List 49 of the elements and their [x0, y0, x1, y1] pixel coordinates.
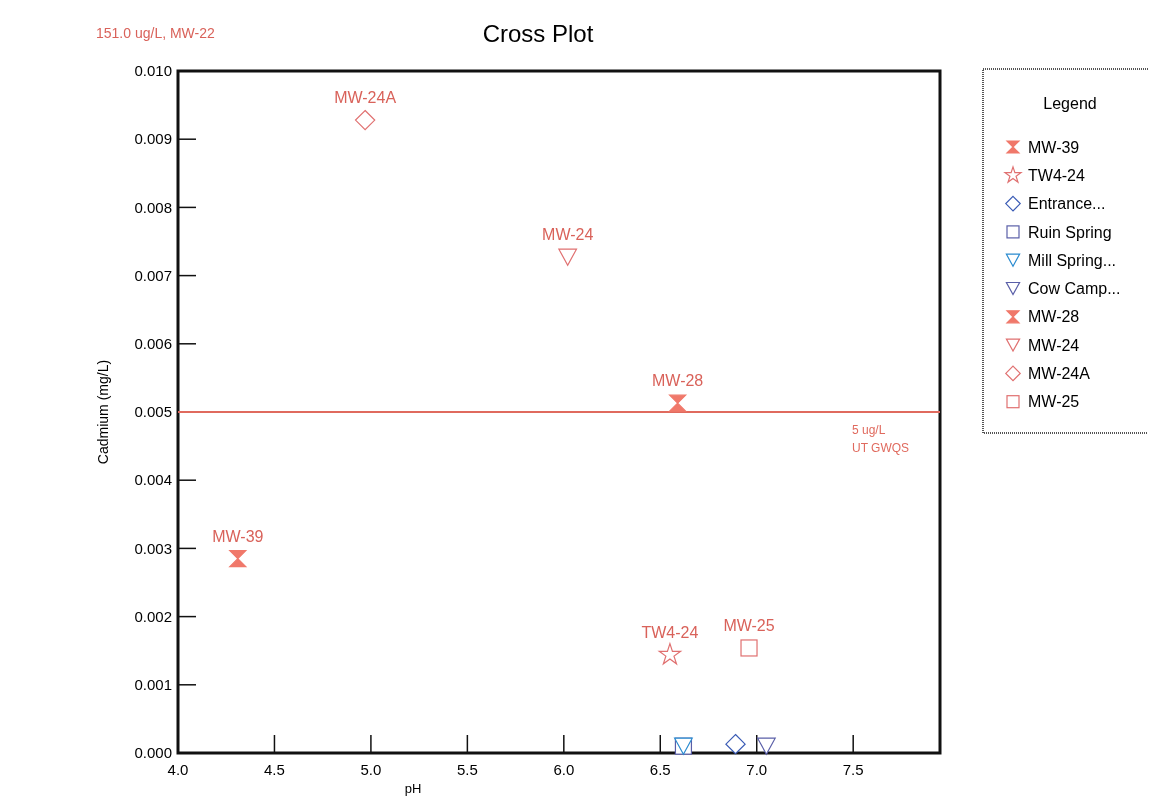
legend-label: TW4-24: [1028, 166, 1085, 184]
annotation: TW4-24: [641, 623, 699, 641]
annotation: MW-24: [542, 226, 594, 244]
y-tick-label: 0.001: [134, 676, 172, 694]
point: [740, 639, 758, 657]
point: [229, 550, 247, 568]
point: [725, 733, 746, 755]
annotation: MW-39: [212, 527, 264, 545]
y-tick-label: 0.006: [134, 335, 172, 353]
chart-title: Cross Plot: [482, 20, 594, 47]
point: [354, 109, 376, 131]
legend-label: Cow Camp...: [1028, 280, 1121, 298]
x-tick-label: 7.0: [746, 761, 768, 778]
y-tick-label: 0.005: [134, 403, 172, 421]
legend-label: MW-28: [1028, 308, 1080, 326]
y-tick-label: 0.010: [134, 62, 172, 80]
legend-title: Legend: [1043, 95, 1097, 112]
legend-label: Mill Spring...: [1028, 251, 1117, 269]
y-tick-label: 0.003: [134, 539, 172, 557]
y-axis-title: Cadmium (mg/L): [95, 359, 111, 465]
point: [669, 394, 687, 412]
y-tick-label: 0.000: [134, 744, 172, 762]
annotation: MW-24A: [334, 89, 397, 107]
y-tick-label: 0.008: [134, 198, 172, 216]
point: [558, 248, 578, 266]
ref-line-label: 5 ug/L UT GWQS: [852, 423, 910, 455]
legend-label: MW-39: [1028, 138, 1080, 156]
x-tick-label: 6.5: [649, 761, 671, 778]
x-tick-label: 5.0: [360, 761, 382, 778]
legend-label: MW-24: [1028, 336, 1080, 354]
x-tick-label: 7.5: [842, 761, 864, 778]
y-tick-label: 0.007: [134, 266, 172, 284]
text: 151.0 ug/L, MW-22: [96, 25, 216, 41]
y-tick-label: 0.002: [134, 607, 172, 625]
annotation: MW-28: [652, 372, 704, 390]
point: [756, 737, 776, 755]
x-tick-label: 6.0: [553, 761, 575, 778]
x-tick-label: 4.0: [167, 761, 189, 778]
legend-label: MW-25: [1028, 393, 1080, 411]
legend-label: Entrance...: [1028, 195, 1106, 213]
legend-label: MW-24A: [1028, 365, 1091, 382]
annotation: MW-25: [723, 616, 775, 634]
x-axis-title: pH: [404, 781, 422, 796]
legend-label: Ruin Spring: [1028, 223, 1112, 241]
x-tick-label: 5.5: [456, 761, 478, 778]
y-tick-label: 0.009: [134, 130, 172, 148]
point: [658, 642, 682, 665]
y-tick-label: 0.004: [134, 471, 172, 489]
x-tick-label: 4.5: [264, 761, 285, 778]
